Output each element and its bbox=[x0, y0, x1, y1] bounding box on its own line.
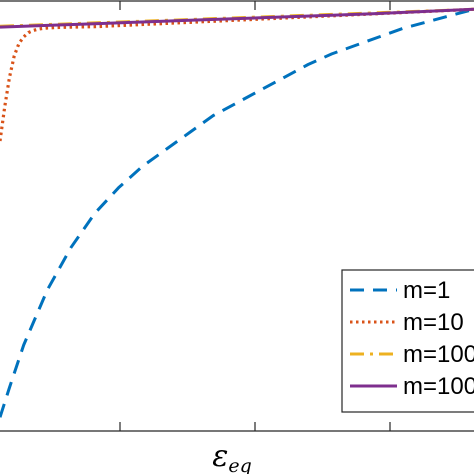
x-axis-label: εeq bbox=[212, 439, 252, 474]
legend-label-3: m=100 bbox=[403, 341, 474, 368]
legend: m=1 m=10 m=100 m=1000 bbox=[341, 269, 474, 413]
series-line-m1 bbox=[0, 7, 474, 418]
legend-label-1: m=1 bbox=[403, 277, 450, 304]
series-line-m1000 bbox=[0, 7, 474, 29]
legend-box bbox=[341, 269, 474, 413]
legend-label-2: m=10 bbox=[403, 309, 464, 336]
legend-label-4: m=1000 bbox=[403, 373, 474, 400]
